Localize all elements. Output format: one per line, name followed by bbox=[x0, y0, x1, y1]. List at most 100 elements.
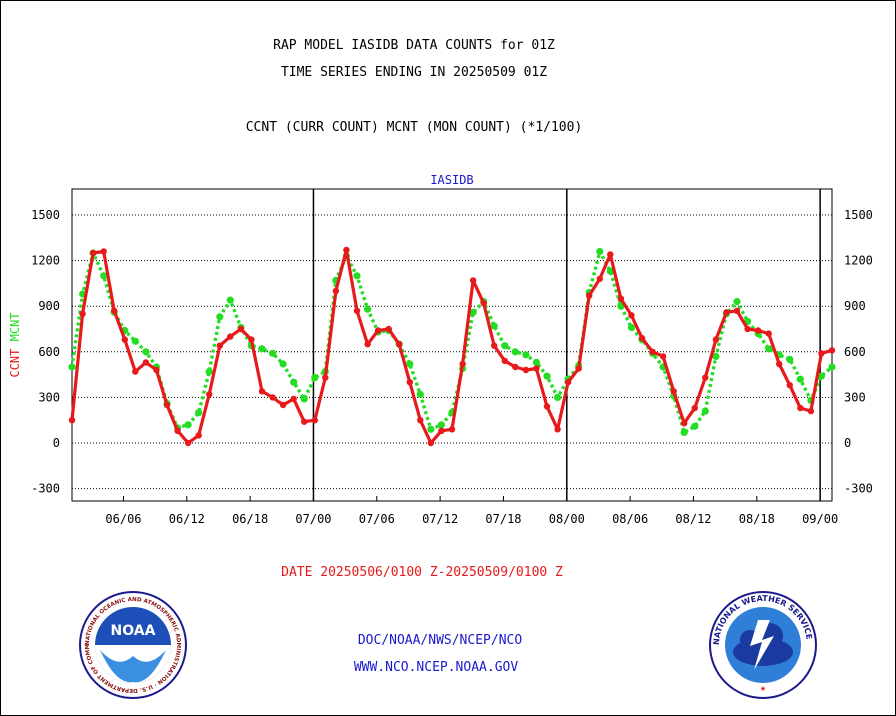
date-range-label: DATE 20250506/0100 Z-20250509/0100 Z bbox=[281, 565, 563, 580]
data-point-mcnt bbox=[364, 305, 372, 313]
data-point-mcnt bbox=[300, 395, 308, 403]
data-point-mcnt bbox=[786, 355, 794, 363]
data-point-ccnt bbox=[617, 295, 625, 302]
data-point-mcnt bbox=[733, 298, 741, 306]
data-point-ccnt bbox=[702, 374, 709, 381]
data-point-ccnt bbox=[586, 292, 593, 299]
y-tick-label-right: 1200 bbox=[844, 254, 873, 268]
data-point-ccnt bbox=[269, 394, 276, 401]
x-tick-label: 09/00 bbox=[802, 512, 838, 526]
data-point-ccnt bbox=[364, 341, 371, 348]
data-point-mcnt bbox=[226, 296, 234, 304]
data-point-ccnt bbox=[301, 418, 308, 425]
data-point-mcnt bbox=[205, 368, 213, 376]
data-point-ccnt bbox=[818, 350, 825, 357]
data-point-ccnt bbox=[374, 327, 382, 334]
data-point-ccnt bbox=[184, 439, 192, 447]
data-point-ccnt bbox=[417, 417, 424, 424]
data-point-ccnt bbox=[638, 334, 646, 342]
x-tick-label: 06/12 bbox=[169, 512, 205, 526]
data-point-mcnt bbox=[290, 378, 298, 386]
data-point-mcnt bbox=[511, 348, 519, 356]
data-point-mcnt bbox=[427, 425, 435, 433]
data-point-ccnt bbox=[512, 363, 519, 371]
data-point-ccnt bbox=[353, 307, 361, 314]
nws-logo: NATIONAL WEATHER SERVICE ★ bbox=[709, 591, 817, 699]
data-point-ccnt bbox=[121, 336, 128, 343]
data-point-ccnt bbox=[681, 420, 688, 427]
data-point-ccnt bbox=[765, 330, 772, 337]
data-point-mcnt bbox=[469, 308, 477, 316]
data-point-ccnt bbox=[322, 374, 329, 381]
data-point-ccnt bbox=[237, 325, 245, 333]
data-point-ccnt bbox=[206, 391, 213, 398]
data-point-ccnt bbox=[396, 341, 403, 348]
data-point-mcnt bbox=[543, 372, 551, 380]
data-point-ccnt bbox=[89, 249, 97, 257]
data-point-ccnt bbox=[554, 426, 561, 433]
data-point-mcnt bbox=[216, 313, 224, 321]
x-tick-label: 08/06 bbox=[612, 512, 648, 526]
y-tick-label-right: -300 bbox=[844, 482, 873, 496]
data-point-ccnt bbox=[649, 348, 656, 355]
data-point-ccnt bbox=[153, 366, 160, 374]
y-axis-label: CCNT MCNT bbox=[8, 312, 22, 377]
x-tick-label: 07/06 bbox=[359, 512, 395, 526]
data-point-ccnt bbox=[628, 312, 635, 319]
data-point-mcnt bbox=[712, 352, 720, 360]
data-point-ccnt bbox=[797, 404, 804, 412]
data-point-mcnt bbox=[596, 247, 604, 256]
org-path-label: DOC/NOAA/NWS/NCEP/NCO bbox=[357, 633, 523, 648]
y-tick-label-left: 600 bbox=[38, 345, 60, 359]
data-point-mcnt bbox=[131, 337, 139, 345]
data-point-ccnt bbox=[227, 333, 234, 340]
data-point-mcnt bbox=[627, 323, 636, 332]
data-point-ccnt bbox=[786, 382, 793, 389]
data-point-mcnt bbox=[501, 342, 509, 350]
data-point-ccnt bbox=[248, 336, 255, 343]
data-point-ccnt bbox=[754, 327, 762, 334]
x-tick-label: 08/12 bbox=[675, 512, 711, 526]
data-point-ccnt bbox=[258, 388, 266, 395]
data-point-mcnt bbox=[828, 363, 836, 371]
x-tick-label: 07/00 bbox=[295, 512, 331, 526]
data-point-mcnt bbox=[522, 351, 530, 359]
data-point-ccnt bbox=[723, 309, 730, 316]
data-point-ccnt bbox=[596, 275, 603, 282]
y-tick-label-left: 900 bbox=[38, 299, 60, 313]
data-point-ccnt bbox=[807, 407, 815, 415]
y-tick-label-right: 600 bbox=[844, 345, 866, 359]
data-point-ccnt bbox=[733, 307, 741, 314]
data-point-ccnt bbox=[163, 401, 171, 409]
data-point-ccnt bbox=[575, 365, 582, 372]
data-point-mcnt bbox=[416, 390, 424, 398]
data-point-ccnt bbox=[828, 347, 836, 354]
y-tick-label-right: 900 bbox=[844, 299, 866, 313]
data-point-ccnt bbox=[332, 287, 340, 295]
chart-subtitle: CCNT (CURR COUNT) MCNT (MON COUNT) (*1/1… bbox=[245, 120, 583, 135]
website-link[interactable]: WWW.NCO.NCEP.NOAA.GOV bbox=[353, 660, 519, 675]
data-point-mcnt bbox=[258, 345, 266, 353]
data-point-ccnt bbox=[438, 427, 445, 434]
data-point-ccnt bbox=[670, 388, 677, 395]
data-point-ccnt bbox=[216, 342, 223, 349]
data-point-mcnt bbox=[817, 372, 826, 380]
data-point-ccnt bbox=[343, 246, 350, 254]
data-point-ccnt bbox=[543, 403, 551, 410]
data-point-ccnt bbox=[100, 248, 107, 255]
noaa-logo-text: NOAA bbox=[111, 623, 156, 639]
data-point-mcnt bbox=[532, 358, 541, 366]
data-point-ccnt bbox=[132, 368, 139, 375]
data-point-ccnt bbox=[501, 357, 508, 365]
y-tick-label-right: 0 bbox=[844, 436, 851, 450]
data-point-ccnt bbox=[385, 325, 392, 333]
data-point-mcnt bbox=[142, 348, 150, 356]
data-point-ccnt bbox=[311, 417, 318, 424]
data-point-ccnt bbox=[744, 325, 751, 333]
data-point-mcnt bbox=[68, 363, 76, 371]
data-point-ccnt bbox=[427, 439, 435, 447]
data-point-ccnt bbox=[459, 360, 466, 368]
data-point-mcnt bbox=[353, 272, 361, 280]
x-tick-label: 08/18 bbox=[739, 512, 775, 526]
data-point-ccnt bbox=[68, 417, 76, 424]
